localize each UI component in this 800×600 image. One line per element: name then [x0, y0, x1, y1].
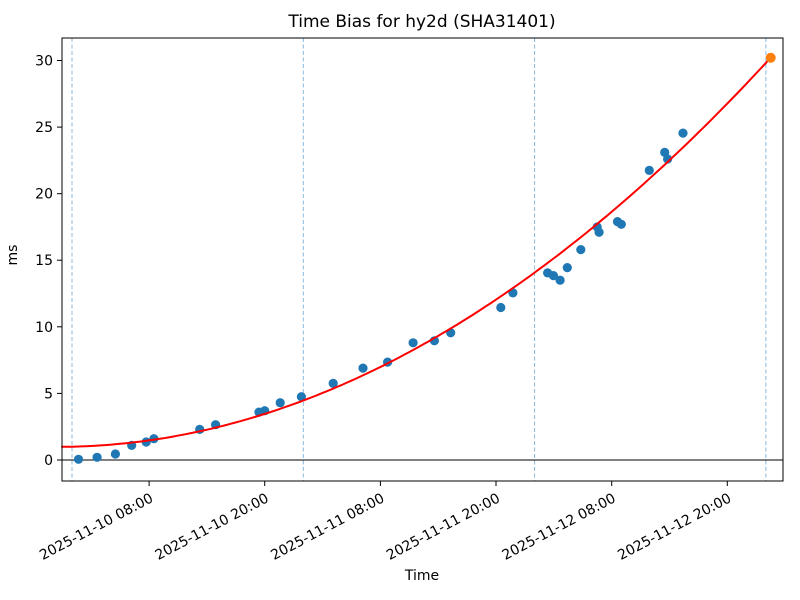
x-tick-label: 2025-11-10 20:00 — [153, 490, 272, 563]
y-axis-label: ms — [5, 245, 21, 266]
data-point — [358, 363, 368, 373]
data-point — [644, 165, 654, 175]
data-point — [275, 398, 285, 408]
data-point — [616, 219, 626, 229]
x-tick-label: 2025-11-12 20:00 — [615, 490, 734, 563]
data-point — [562, 263, 572, 273]
day-gridlines — [71, 38, 767, 481]
plot-border — [61, 37, 784, 482]
data-point — [73, 454, 84, 464]
x-tick-label: 2025-11-11 20:00 — [384, 490, 503, 563]
data-point — [328, 378, 338, 388]
y-tick-label: 5 — [44, 386, 53, 402]
fit-curve — [61, 56, 772, 448]
y-tick-label: 10 — [35, 320, 53, 336]
x-tick-label: 2025-11-11 08:00 — [268, 490, 387, 563]
data-point — [663, 154, 673, 164]
data-point — [296, 392, 306, 402]
data-point — [555, 275, 565, 285]
x-tick-label: 2025-11-12 08:00 — [500, 490, 619, 563]
scatter-series — [73, 128, 688, 464]
data-point — [548, 271, 559, 281]
data-point — [576, 245, 586, 255]
y-axis-ticks: 0 5 10 15 20 25 30 — [35, 54, 62, 469]
x-axis-label: Time — [404, 568, 439, 584]
data-point — [92, 452, 102, 462]
y-tick-label: 20 — [35, 187, 53, 203]
x-tick-label: 2025-11-10 08:00 — [37, 490, 156, 563]
y-tick-label: 30 — [35, 54, 53, 70]
y-tick-label: 15 — [35, 253, 53, 269]
chart-title: Time Bias for hy2d (SHA31401) — [287, 12, 555, 32]
y-tick-label: 25 — [35, 120, 53, 136]
prediction-series — [765, 52, 776, 63]
data-point — [408, 338, 418, 348]
data-point — [110, 449, 120, 459]
data-point — [678, 128, 688, 138]
prediction-point — [765, 52, 776, 63]
data-point — [496, 302, 506, 313]
y-tick-label: 0 — [44, 453, 53, 469]
data-point — [594, 227, 604, 237]
